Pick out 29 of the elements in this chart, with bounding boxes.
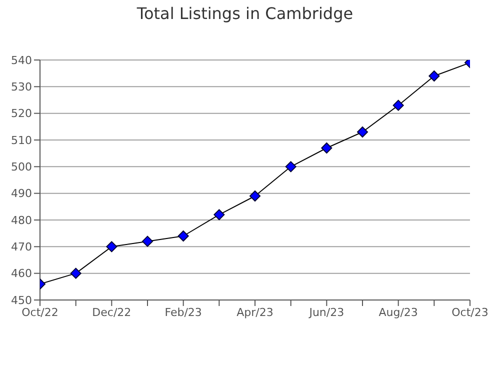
x-tick-label: Oct/23 [452, 306, 488, 319]
y-tick-label: 500 [11, 160, 32, 174]
y-tick-label: 510 [11, 134, 32, 147]
point [70, 268, 82, 279]
x-tick-label: Dec/22 [92, 306, 132, 319]
y-tick-label: 520 [11, 107, 32, 120]
point [142, 236, 153, 247]
y-tick-label: 450 [11, 294, 32, 307]
y-tick-label: 490 [11, 187, 32, 200]
y-tick-label: 480 [11, 214, 32, 227]
x-tick-label: Apr/23 [236, 306, 274, 319]
x-tick-label: Oct/22 [22, 306, 58, 319]
point [214, 209, 225, 220]
x-tick-label: Jun/23 [308, 306, 344, 319]
chart-title: Total Listings in Cambridge [136, 4, 354, 23]
y-tick-label: 530 [11, 80, 32, 94]
point [392, 100, 404, 111]
point [178, 230, 189, 242]
x-tick-label: Feb/23 [164, 306, 202, 319]
y-tick-label: 460 [11, 267, 32, 280]
point [321, 142, 332, 154]
x-tick-label: Aug/23 [378, 306, 418, 319]
point [250, 190, 260, 202]
y-tick-label: 540 [11, 54, 32, 67]
point [106, 241, 118, 252]
point [428, 70, 440, 82]
point [285, 161, 296, 172]
y-tick-label: 470 [11, 240, 32, 254]
point [357, 126, 368, 138]
